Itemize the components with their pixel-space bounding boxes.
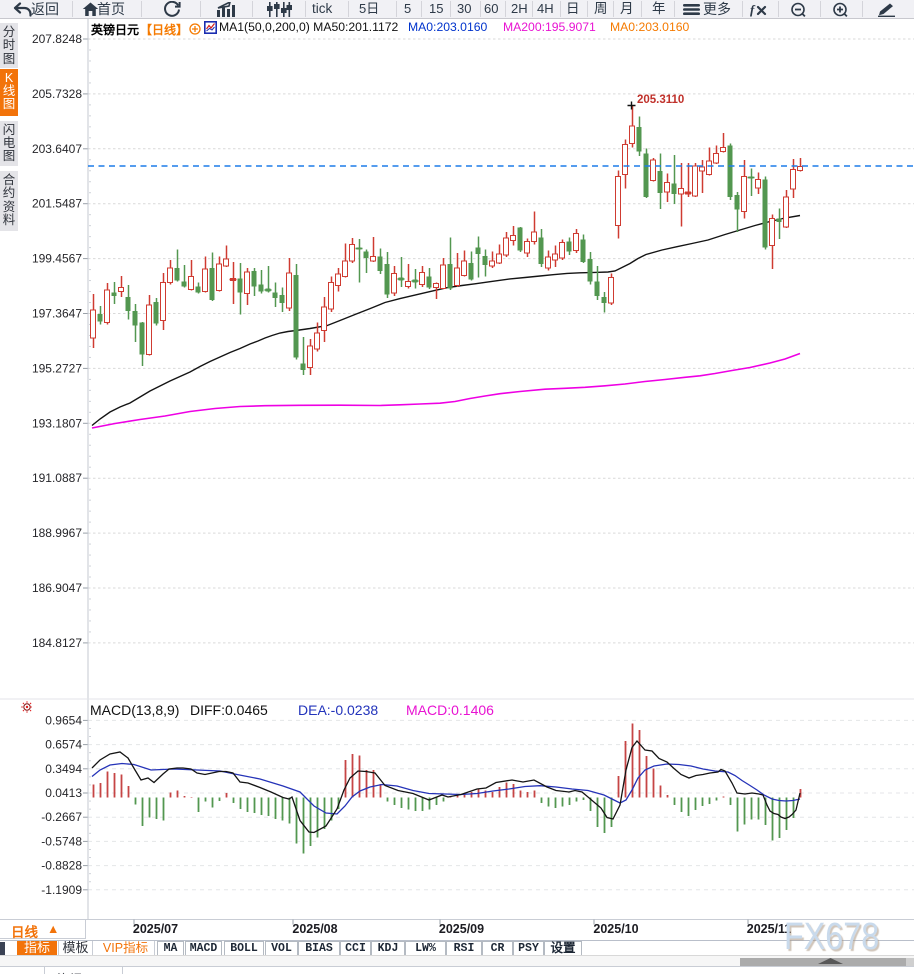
- svg-text:2025/10: 2025/10: [593, 922, 638, 936]
- svg-text:201.5487: 201.5487: [32, 197, 82, 211]
- svg-text:191.0887: 191.0887: [32, 471, 82, 485]
- svg-text:0.3494: 0.3494: [45, 762, 82, 776]
- svg-text:205.7328: 205.7328: [32, 87, 82, 101]
- svg-text:2025/08: 2025/08: [292, 922, 337, 936]
- svg-text:f: f: [750, 2, 756, 17]
- svg-text:0.6574: 0.6574: [45, 738, 82, 752]
- svg-text:2025/11: 2025/11: [747, 922, 792, 936]
- svg-text:193.1807: 193.1807: [32, 416, 82, 430]
- svg-text:-0.5748: -0.5748: [41, 834, 82, 848]
- svg-text:205.3110: 205.3110: [637, 94, 684, 106]
- svg-text:203.6407: 203.6407: [32, 142, 82, 156]
- svg-text:186.9047: 186.9047: [32, 581, 82, 595]
- svg-text:-0.2667: -0.2667: [41, 810, 82, 824]
- svg-text:DIFF:0.0465: DIFF:0.0465: [190, 702, 268, 718]
- svg-text:-1.1909: -1.1909: [41, 883, 82, 897]
- svg-text:199.4567: 199.4567: [32, 252, 82, 266]
- svg-text:0.9654: 0.9654: [45, 713, 82, 727]
- svg-text:MACD:0.1406: MACD:0.1406: [406, 702, 494, 718]
- svg-text:2025/07: 2025/07: [133, 922, 178, 936]
- svg-text:MACD(13,8,9): MACD(13,8,9): [90, 702, 179, 718]
- svg-text:DEA:-0.0238: DEA:-0.0238: [298, 702, 378, 718]
- svg-text:184.8127: 184.8127: [32, 636, 82, 650]
- svg-text:197.3647: 197.3647: [32, 307, 82, 321]
- svg-text:188.9967: 188.9967: [32, 526, 82, 540]
- svg-text:195.2727: 195.2727: [32, 361, 82, 375]
- svg-text:207.8248: 207.8248: [32, 32, 82, 46]
- svg-text:2025/09: 2025/09: [439, 922, 484, 936]
- svg-text:0.0413: 0.0413: [45, 786, 82, 800]
- svg-text:-0.8828: -0.8828: [41, 859, 82, 873]
